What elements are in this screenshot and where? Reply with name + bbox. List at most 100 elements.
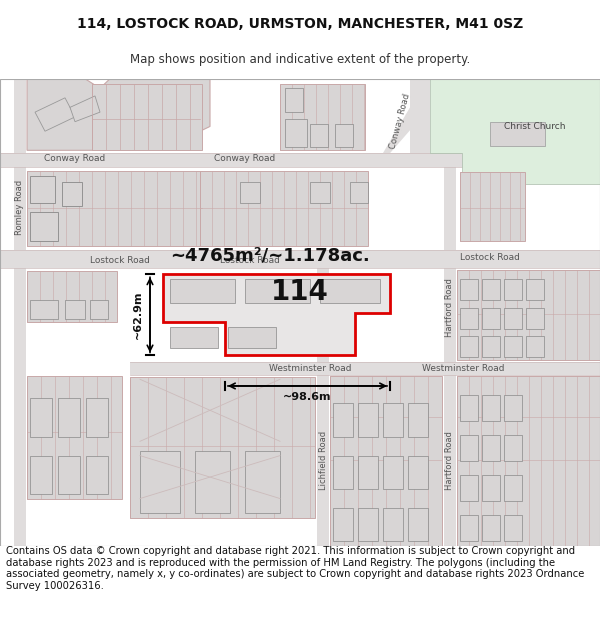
Bar [240,182,260,203]
Bar [350,182,368,203]
Text: Conway Road: Conway Road [388,93,412,151]
Text: Westminster Road: Westminster Road [269,364,351,373]
Bar [245,451,280,513]
Text: ~4765m²/~1.178ac.: ~4765m²/~1.178ac. [170,247,370,265]
Bar [504,308,522,329]
Bar [383,456,403,489]
Bar [333,403,353,436]
Text: Lichfield Road: Lichfield Road [319,431,328,490]
Bar [504,475,522,501]
Bar [310,124,328,148]
Bar [408,508,428,541]
Bar [526,336,544,357]
Bar [504,279,522,300]
Polygon shape [27,79,210,150]
Polygon shape [35,98,75,131]
Bar [320,279,380,303]
Bar [30,456,52,494]
Text: Romley Road: Romley Road [16,180,25,235]
Bar [86,398,108,436]
Text: 114, LOSTOCK ROAD, URMSTON, MANCHESTER, M41 0SZ: 114, LOSTOCK ROAD, URMSTON, MANCHESTER, … [77,17,523,31]
Bar [0,153,470,166]
Bar [482,515,500,541]
Text: Contains OS data © Crown copyright and database right 2021. This information is : Contains OS data © Crown copyright and d… [6,546,584,591]
Bar [195,451,230,513]
Bar [408,456,428,489]
Text: Conway Road: Conway Road [214,154,275,163]
Bar [65,300,85,319]
Bar [30,213,58,241]
Bar [482,279,500,300]
Bar [460,173,525,241]
Bar [444,79,456,546]
Bar [285,119,307,148]
Bar [310,182,330,203]
Bar [482,394,500,421]
Bar [0,251,600,268]
Bar [27,376,122,499]
Bar [460,434,478,461]
Polygon shape [430,79,600,184]
Bar [140,451,180,513]
Bar [457,376,600,546]
Bar [317,268,329,546]
Polygon shape [70,96,100,122]
Bar [62,182,82,206]
Bar [358,508,378,541]
Bar [58,398,80,436]
Bar [460,279,478,300]
Bar [92,84,202,150]
Bar [200,171,368,246]
Text: Hartford Road: Hartford Road [445,431,455,490]
Bar [333,456,353,489]
Bar [460,336,478,357]
Text: ~62.9m: ~62.9m [133,291,143,339]
Bar [460,515,478,541]
Bar [170,279,235,303]
Bar [358,403,378,436]
Bar [130,362,600,374]
Text: Hartford Road: Hartford Road [445,278,455,337]
Bar [335,124,353,148]
Bar [482,308,500,329]
Bar [30,398,52,436]
Bar [333,508,353,541]
Bar [526,279,544,300]
Text: Lostock Road: Lostock Road [460,253,520,262]
Bar [358,456,378,489]
Bar [408,403,428,436]
Bar [460,308,478,329]
Bar [285,88,303,112]
Bar [330,376,442,546]
Text: ~98.6m: ~98.6m [283,392,332,402]
Bar [482,434,500,461]
Bar [130,378,315,518]
Text: Lostock Road: Lostock Road [220,256,280,264]
Bar [27,271,117,322]
Bar [504,515,522,541]
Bar [86,456,108,494]
Bar [490,122,545,146]
Polygon shape [370,79,430,166]
Bar [526,308,544,329]
Text: Westminster Road: Westminster Road [422,364,505,373]
Bar [482,336,500,357]
Bar [482,475,500,501]
Text: Lostock Road: Lostock Road [90,256,150,264]
Bar [504,394,522,421]
Text: Conway Road: Conway Road [44,154,106,163]
Bar [504,336,522,357]
Bar [457,269,600,360]
Bar [383,403,403,436]
Bar [383,508,403,541]
Polygon shape [163,274,390,356]
Bar [30,300,58,319]
Bar [170,327,218,348]
Bar [460,475,478,501]
Bar [410,79,430,153]
Text: Christ Church: Christ Church [504,122,566,131]
Bar [504,434,522,461]
Bar [14,79,26,546]
Bar [58,456,80,494]
Bar [460,394,478,421]
